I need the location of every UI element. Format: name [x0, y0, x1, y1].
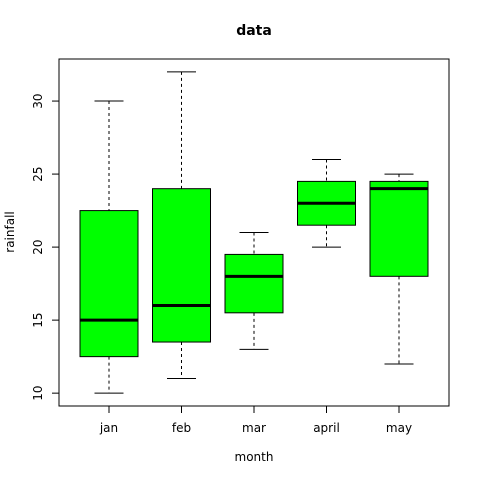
y-tick-label: 20: [31, 239, 45, 254]
plot-area: 10 15 20 25 30 jan feb mar april may: [31, 58, 450, 435]
x-axis-label: month: [235, 450, 274, 464]
box-jan: [79, 210, 139, 358]
box-may: [369, 180, 429, 277]
box-mar: [224, 253, 284, 314]
y-tick-label: 10: [31, 386, 45, 401]
y-tick-label: 30: [31, 93, 45, 108]
x-tick-label: jan: [99, 421, 118, 435]
x-tick-label: may: [386, 421, 412, 435]
x-tick-label: mar: [242, 421, 266, 435]
y-tick-label: 15: [31, 312, 45, 327]
y-axis-label: rainfall: [3, 211, 17, 252]
box-feb: [152, 188, 211, 343]
x-tick-label: april: [313, 421, 340, 435]
y-tick-label: 25: [31, 166, 45, 181]
x-tick-label: feb: [172, 421, 191, 435]
chart-title: data: [236, 23, 272, 39]
